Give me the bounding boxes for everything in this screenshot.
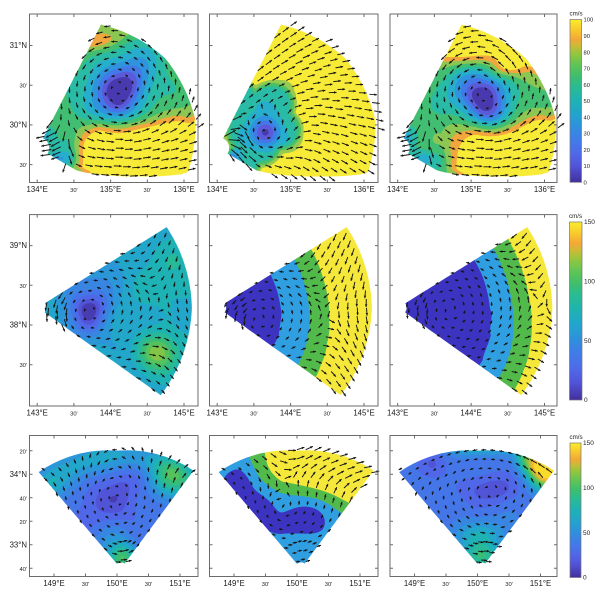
svg-text:30': 30' <box>19 284 27 290</box>
svg-text:150°E: 150°E <box>106 579 127 588</box>
svg-text:143°E: 143°E <box>387 409 408 418</box>
svg-text:60: 60 <box>584 83 590 89</box>
svg-text:30': 30' <box>324 188 332 194</box>
svg-text:144°E: 144°E <box>280 409 301 418</box>
svg-text:30': 30' <box>442 582 450 588</box>
svg-text:145°E: 145°E <box>534 409 555 418</box>
svg-text:135°E: 135°E <box>460 185 481 194</box>
svg-text:40: 40 <box>584 115 590 121</box>
svg-text:40': 40' <box>19 567 27 573</box>
svg-text:144°E: 144°E <box>100 409 121 418</box>
svg-text:149°E: 149°E <box>223 579 244 588</box>
svg-text:30': 30' <box>70 412 78 418</box>
svg-text:150: 150 <box>583 440 594 447</box>
svg-text:134°E: 134°E <box>387 185 408 194</box>
svg-text:149°E: 149°E <box>43 579 64 588</box>
svg-text:151°E: 151°E <box>349 579 370 588</box>
svg-text:39°N: 39°N <box>10 241 27 250</box>
svg-text:30': 30' <box>70 188 78 194</box>
svg-text:20: 20 <box>584 148 590 154</box>
svg-text:30': 30' <box>19 163 27 169</box>
svg-text:30': 30' <box>145 582 153 588</box>
svg-text:30': 30' <box>431 412 439 418</box>
svg-text:30': 30' <box>82 582 90 588</box>
svg-text:50: 50 <box>583 530 591 537</box>
svg-text:30: 30 <box>584 132 590 138</box>
svg-text:135°E: 135°E <box>100 185 121 194</box>
svg-text:100: 100 <box>584 18 594 24</box>
svg-text:30': 30' <box>504 412 512 418</box>
svg-text:134°E: 134°E <box>207 185 228 194</box>
svg-text:50: 50 <box>584 338 592 345</box>
svg-text:100: 100 <box>583 485 594 492</box>
svg-text:70: 70 <box>584 67 590 73</box>
svg-text:0: 0 <box>584 181 587 187</box>
svg-text:50: 50 <box>584 99 590 105</box>
svg-text:40': 40' <box>19 496 27 502</box>
svg-text:150°E: 150°E <box>467 579 488 588</box>
svg-text:145°E: 145°E <box>173 409 194 418</box>
svg-text:30': 30' <box>504 188 512 194</box>
svg-text:151°E: 151°E <box>169 579 190 588</box>
svg-text:144°E: 144°E <box>460 409 481 418</box>
svg-text:34°N: 34°N <box>10 470 27 479</box>
svg-text:150: 150 <box>584 219 595 226</box>
svg-text:30': 30' <box>144 188 152 194</box>
svg-text:cm/s: cm/s <box>569 213 582 220</box>
svg-text:33°N: 33°N <box>10 540 27 549</box>
svg-text:30': 30' <box>250 188 258 194</box>
svg-text:149°E: 149°E <box>404 579 425 588</box>
svg-text:136°E: 136°E <box>353 185 374 194</box>
svg-text:80: 80 <box>584 50 590 56</box>
svg-text:30': 30' <box>19 84 27 90</box>
svg-text:30': 30' <box>324 412 332 418</box>
svg-text:30': 30' <box>19 363 27 369</box>
svg-text:143°E: 143°E <box>207 409 228 418</box>
svg-text:30': 30' <box>325 582 333 588</box>
svg-text:10: 10 <box>584 164 590 170</box>
svg-text:30': 30' <box>431 188 439 194</box>
svg-text:100: 100 <box>584 279 595 286</box>
svg-text:cm/s: cm/s <box>570 434 583 441</box>
svg-text:30': 30' <box>144 412 152 418</box>
svg-text:136°E: 136°E <box>534 185 555 194</box>
svg-text:151°E: 151°E <box>530 579 551 588</box>
svg-text:143°E: 143°E <box>27 409 48 418</box>
svg-text:30': 30' <box>250 412 258 418</box>
svg-text:145°E: 145°E <box>353 409 374 418</box>
svg-text:134°E: 134°E <box>27 185 48 194</box>
svg-text:90: 90 <box>584 34 590 40</box>
svg-text:136°E: 136°E <box>173 185 194 194</box>
svg-text:30': 30' <box>262 582 270 588</box>
svg-text:30': 30' <box>505 582 513 588</box>
svg-text:150°E: 150°E <box>286 579 307 588</box>
svg-text:135°E: 135°E <box>280 185 301 194</box>
svg-text:20': 20' <box>19 520 27 526</box>
svg-text:30°N: 30°N <box>10 120 27 129</box>
svg-text:cm/s: cm/s <box>570 11 583 18</box>
svg-text:0: 0 <box>584 397 588 404</box>
svg-text:0: 0 <box>583 575 587 582</box>
svg-text:38°N: 38°N <box>10 321 27 330</box>
svg-text:31°N: 31°N <box>10 41 27 50</box>
svg-text:20': 20' <box>19 449 27 455</box>
